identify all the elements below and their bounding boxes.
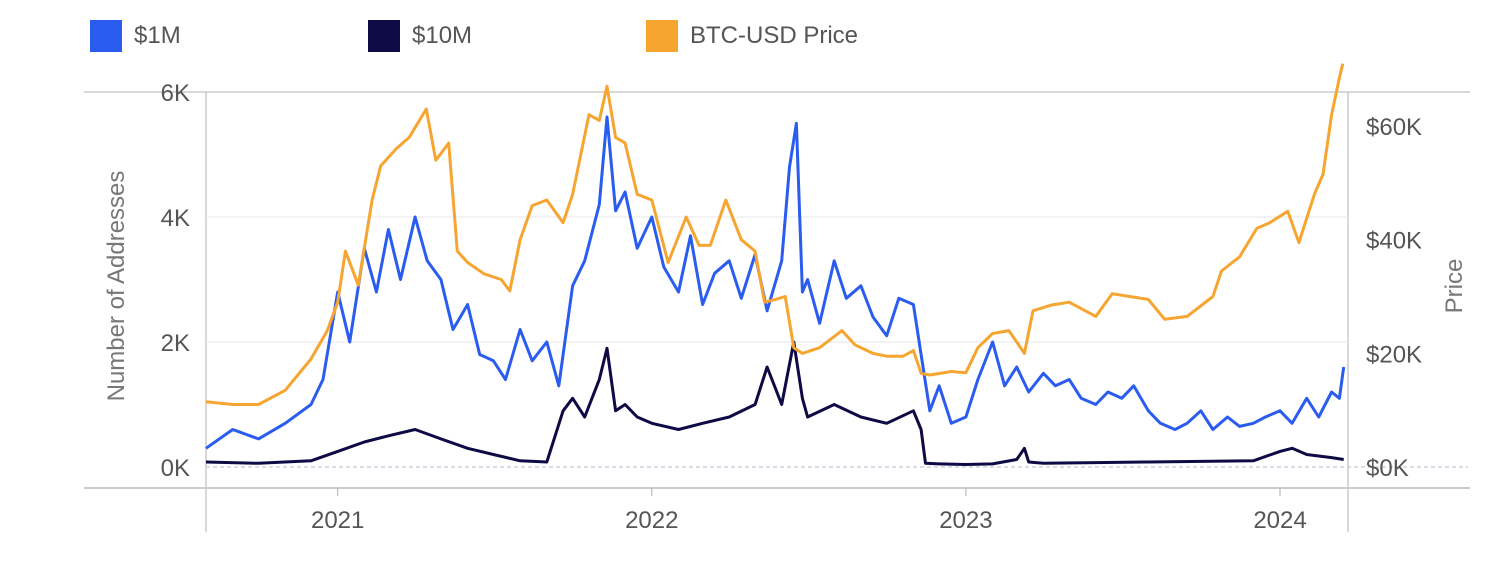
y2-tick-label: $0K: [1366, 455, 1409, 482]
y2-tick-label: $40K: [1366, 228, 1422, 255]
legend-swatch-10m: [368, 20, 400, 52]
y-tick-label: 2K: [161, 330, 190, 357]
series-line-btc-usd-price: [205, 63, 1345, 406]
y-tick-label: 4K: [161, 205, 190, 232]
legend-label-10m: $10M: [412, 22, 473, 49]
x-tick-label: 2023: [939, 507, 992, 534]
series-layer: [205, 63, 1346, 466]
legend-swatch-btc-price: [646, 20, 678, 52]
gridlines: [206, 216, 1468, 496]
y2-tick-label: $60K: [1366, 114, 1422, 141]
x-tick-label: 2024: [1253, 507, 1306, 534]
y-axis-title: Number of Addresses: [103, 171, 130, 402]
x-tick-label: 2021: [311, 507, 364, 534]
series-line-10m: [205, 340, 1344, 466]
y-tick-label: 0K: [161, 455, 190, 482]
tick-labels: 0K 2K 4K 6K $0K $20K $40K $60K 2021 2022 2023 2024: [161, 80, 1422, 534]
legend-label-1m: $1M: [134, 22, 181, 49]
series-line-1m: [205, 115, 1346, 450]
plot-frame: [84, 91, 1470, 532]
legend-item-1m[interactable]: $1M: [90, 20, 181, 52]
y2-tick-label: $20K: [1366, 341, 1422, 368]
x-tick-label: 2022: [625, 507, 678, 534]
y2-axis-title: Price: [1441, 259, 1468, 314]
legend-item-10m[interactable]: $10M: [368, 20, 472, 52]
legend-item-btc-price[interactable]: BTC-USD Price: [646, 20, 858, 52]
legend-label-btc-price: BTC-USD Price: [690, 22, 859, 49]
chart-legend: $1M $10M BTC-USD Price: [0, 20, 1000, 60]
y-tick-label: 6K: [161, 80, 190, 107]
legend-swatch-1m: [90, 20, 122, 52]
